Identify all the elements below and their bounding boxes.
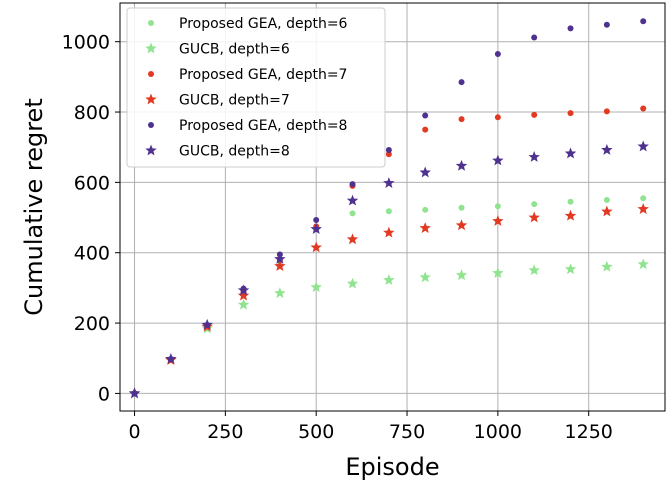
- y-tick-label: 600: [74, 172, 110, 194]
- data-point: [603, 196, 610, 203]
- y-tick-label: 400: [74, 243, 110, 265]
- data-point: [385, 208, 392, 215]
- data-point: [637, 203, 649, 214]
- legend-label: GUCB, depth=8: [179, 144, 290, 160]
- data-point: [458, 204, 465, 211]
- x-axis-label: Episode: [345, 453, 439, 481]
- data-point: [165, 352, 177, 364]
- legend-label: Proposed GEA, depth=6: [179, 16, 348, 32]
- data-point: [237, 284, 250, 296]
- legend-box: [126, 7, 386, 168]
- x-tick-label: 1250: [565, 421, 613, 443]
- legend-marker: [148, 122, 154, 128]
- legend-label: GUCB, depth=7: [179, 93, 290, 109]
- data-point: [637, 258, 649, 270]
- legend-marker: [148, 71, 154, 77]
- data-point: [492, 215, 504, 226]
- x-tick-label: 750: [389, 421, 425, 443]
- data-point: [385, 151, 392, 158]
- data-point: [531, 111, 538, 118]
- legend-marker: [145, 93, 157, 105]
- y-tick-label: 800: [74, 102, 110, 124]
- data-point: [237, 298, 250, 310]
- data-point: [313, 217, 320, 224]
- data-point: [237, 289, 250, 301]
- data-point: [349, 181, 356, 188]
- data-point: [494, 114, 501, 121]
- data-point: [458, 79, 465, 86]
- data-point: [274, 253, 286, 264]
- data-point: [383, 274, 395, 286]
- data-point: [346, 194, 359, 206]
- data-point: [349, 210, 356, 217]
- data-point: [640, 18, 647, 25]
- data-point: [494, 51, 501, 57]
- legend-label: Proposed GEA, depth=8: [179, 118, 347, 134]
- data-point: [601, 144, 613, 155]
- data-point: [274, 287, 286, 299]
- data-point: [201, 318, 213, 330]
- data-point: [637, 140, 649, 152]
- legend-marker: [148, 20, 154, 26]
- data-point: [419, 166, 431, 178]
- legend: Proposed GEA, depth=6 GUCB, depth=6 Propos…: [126, 7, 386, 168]
- x-tick-label: 1000: [474, 421, 522, 443]
- y-tick-label: 1000: [62, 32, 110, 54]
- legend-label: Proposed GEA, depth=7: [179, 67, 347, 83]
- data-point: [455, 159, 468, 171]
- data-point: [383, 226, 395, 238]
- data-point: [346, 277, 359, 289]
- x-tick-label: 0: [128, 421, 140, 443]
- data-point: [603, 108, 610, 115]
- data-point: [603, 21, 610, 28]
- y-tick-label: 200: [74, 313, 110, 335]
- y-axis-label: Cumulative regret: [20, 98, 48, 315]
- data-point: [274, 260, 286, 271]
- data-point: [128, 387, 141, 399]
- legend-label: GUCB, depth=6: [179, 42, 290, 58]
- data-point: [346, 233, 359, 245]
- y-tick-label: 0: [98, 383, 110, 405]
- data-point: [640, 105, 647, 112]
- data-point: [422, 112, 429, 119]
- x-tick-label: 500: [298, 421, 334, 443]
- data-point: [310, 281, 322, 293]
- data-point: [419, 271, 431, 283]
- data-point: [640, 195, 647, 202]
- data-point: [455, 219, 468, 231]
- data-point: [564, 263, 577, 275]
- data-point: [601, 260, 613, 272]
- data-points: [128, 18, 649, 399]
- data-point: [564, 147, 577, 159]
- legend-marker: [145, 144, 157, 156]
- data-point: [564, 209, 577, 221]
- data-point: [601, 205, 613, 217]
- data-point: [531, 34, 538, 41]
- data-point: [494, 203, 501, 210]
- data-point: [567, 110, 574, 117]
- data-point: [458, 116, 465, 123]
- data-point: [455, 269, 468, 281]
- legend-marker: [145, 42, 157, 54]
- axis-ticks: 0 250 500 750 1000 1250 0 200 400 600 800 1000: [62, 32, 613, 443]
- data-point: [528, 211, 540, 223]
- data-point: [531, 201, 538, 208]
- data-point: [310, 223, 322, 235]
- data-point: [383, 177, 395, 188]
- data-point: [422, 126, 429, 133]
- data-point: [567, 25, 574, 32]
- data-point: [567, 198, 574, 205]
- plot-frame: [119, 2, 666, 412]
- data-point: [528, 264, 540, 276]
- data-point: [492, 267, 504, 278]
- data-point: [419, 222, 431, 233]
- data-point: [528, 151, 540, 162]
- data-point: [422, 206, 429, 213]
- data-point: [492, 154, 504, 166]
- data-point: [310, 241, 322, 253]
- data-point: [385, 147, 392, 154]
- x-tick-label: 250: [207, 421, 243, 443]
